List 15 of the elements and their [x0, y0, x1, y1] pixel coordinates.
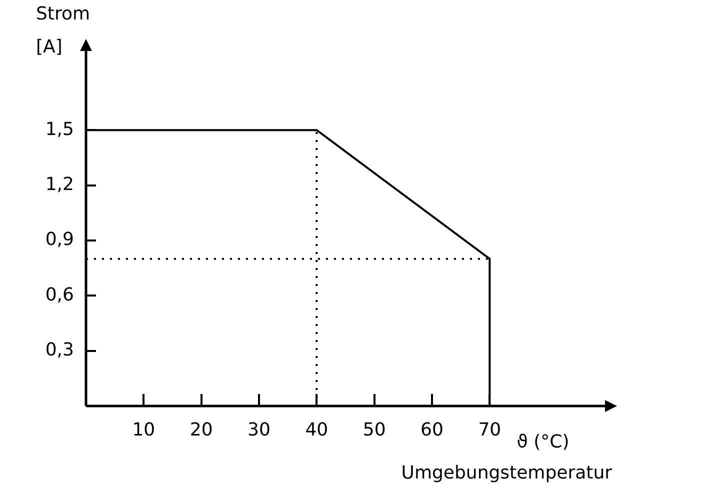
x-tick-label: 30: [248, 419, 270, 440]
x-axis-title: ϑ (°C): [516, 432, 570, 453]
x-tick-label: 70: [478, 419, 502, 440]
y-tick-label: 0,6: [45, 284, 74, 306]
y-tick-label: 0,9: [45, 229, 74, 250]
y-tick-label: 1,5: [45, 118, 74, 140]
y-axis-title: Strom [A]: [36, 4, 90, 58]
text: Umgebungstemperatur: [401, 462, 613, 484]
x-tick-label: 10: [132, 419, 156, 440]
y-tick-label: 1,2: [45, 174, 74, 195]
x-tick-label: 20: [190, 419, 213, 440]
x-tick-label: 40: [305, 419, 328, 440]
x-tick-label: 50: [362, 419, 386, 440]
y-tick-label: 0,3: [45, 339, 74, 360]
x-tick-label: 60: [420, 419, 444, 440]
